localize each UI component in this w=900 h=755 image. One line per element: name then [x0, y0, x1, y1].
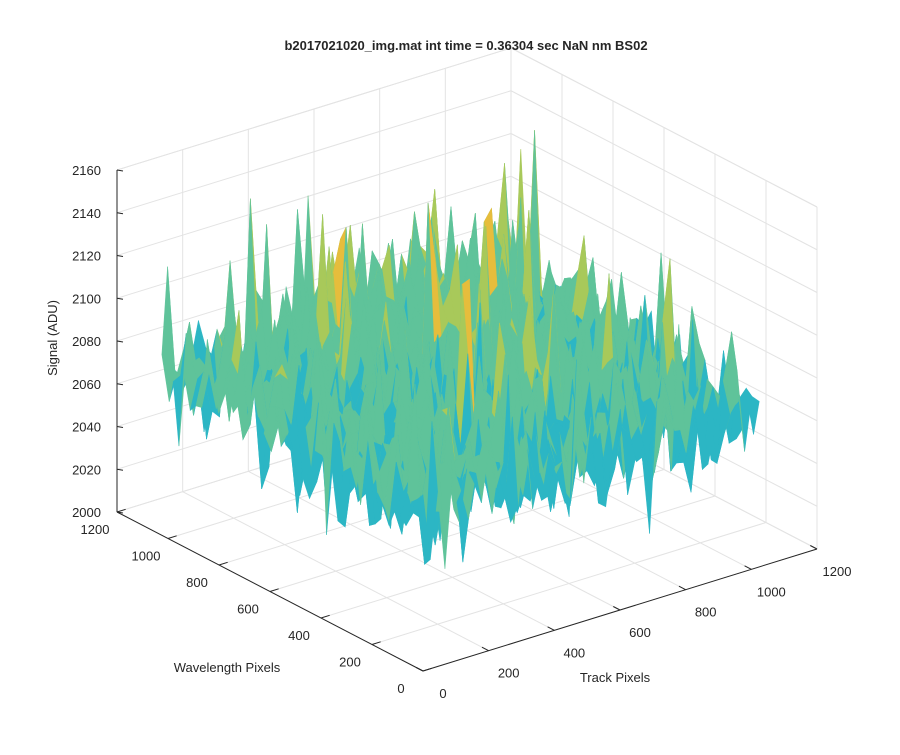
y-tick [371, 641, 381, 645]
x-tick-label: 200 [498, 666, 520, 681]
y-tick [320, 614, 330, 619]
z-tick [116, 212, 124, 215]
back-wall-grid-z [116, 133, 512, 256]
z-tick-label: 2040 [72, 420, 101, 435]
y-tick-label: 800 [186, 575, 208, 590]
z-tick-label: 2100 [72, 291, 101, 306]
y-tick-label: 1200 [81, 522, 110, 537]
y-tick-label: 400 [288, 628, 310, 643]
box-edge [116, 47, 512, 171]
x-tick [613, 606, 621, 611]
z-axis-label: Signal (ADU) [45, 300, 60, 376]
y-tick [422, 667, 432, 672]
z-tick [116, 169, 124, 172]
x-tick-label: 400 [563, 645, 585, 660]
axes-layer [116, 169, 818, 672]
x-tick [678, 585, 686, 591]
z-tick [116, 340, 124, 343]
text-layer: b2017021020_img.mat int time = 0.36304 s… [45, 38, 851, 701]
right-wall-grid-z [510, 90, 818, 251]
y-tick-label: 600 [237, 602, 259, 617]
x-tick-label: 1200 [823, 564, 852, 579]
y-tick [167, 535, 177, 539]
x-tick [547, 626, 555, 631]
x-tick [744, 565, 752, 570]
x-tick-label: 0 [439, 686, 446, 701]
x-tick-label: 600 [629, 625, 651, 640]
surface-layer [161, 130, 760, 569]
y-tick [116, 508, 126, 513]
y-tick-label: 1000 [132, 549, 161, 564]
z-tick-label: 2140 [72, 206, 101, 221]
y-tick [218, 561, 228, 566]
z-tick [116, 468, 124, 471]
z-tick-label: 2000 [72, 505, 101, 520]
right-wall-grid-z [510, 175, 818, 336]
back-wall-grid-z [116, 218, 512, 342]
y-tick [269, 588, 279, 592]
back-wall-grid-z [116, 175, 512, 299]
z-tick [116, 255, 124, 257]
z-tick-label: 2120 [72, 249, 101, 264]
z-tick [116, 511, 124, 514]
z-tick-label: 2060 [72, 377, 101, 392]
chart-title: b2017021020_img.mat int time = 0.36304 s… [284, 38, 647, 53]
y-tick-label: 200 [339, 655, 361, 670]
z-tick [116, 383, 124, 386]
right-wall-grid-z [510, 133, 818, 293]
z-tick-label: 2020 [72, 462, 101, 477]
x-tick-label: 1000 [757, 584, 786, 599]
box-edge [510, 47, 818, 208]
z-tick-label: 2080 [72, 334, 101, 349]
z-tick [116, 297, 124, 300]
x-tick [810, 545, 818, 550]
x-tick-label: 800 [695, 605, 717, 620]
y-tick-label: 0 [397, 681, 404, 696]
x-tick [481, 646, 489, 652]
back-wall-grid-z [116, 90, 512, 214]
z-tick [116, 426, 124, 428]
x-axis-label: Track Pixels [580, 670, 651, 685]
floor-grid-y [371, 522, 767, 645]
y-axis-label: Wavelength Pixels [174, 660, 281, 675]
surface-patch [417, 494, 431, 565]
z-tick-label: 2160 [72, 163, 101, 178]
x-tick [416, 667, 424, 672]
